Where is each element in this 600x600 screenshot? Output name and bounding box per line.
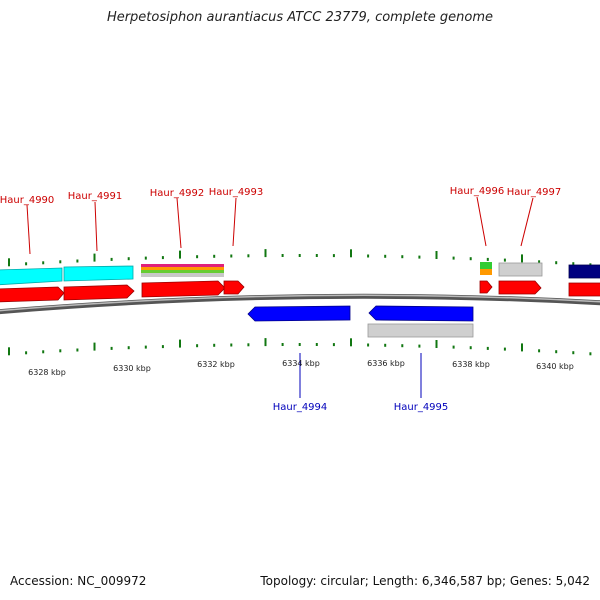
gene-label-haur-4996: Haur_4996 [450,186,505,197]
label-line-haur-4992 [176,197,182,249]
genome-summary-text: Topology: circular; Length: 6,346,587 bp… [260,574,590,588]
scale-label-6328: 6328 kbp [28,368,66,377]
gene-arrow-haur-4991 [63,284,135,301]
cog-block-cyan-1 [0,267,63,286]
tick-row-top [8,249,592,267]
scale-label-6338: 6338 kbp [452,360,490,369]
label-line-haur-4997 [520,197,534,247]
gene-label-haur-4992: Haur_4992 [150,188,205,199]
tick-row-bottom [8,338,592,356]
gene-label-haur-4993: Haur_4993 [209,187,264,198]
gene-arrow-haur-4992 [141,280,226,298]
cog-block-grey-4997 [498,262,543,277]
label-line-haur-4993 [232,197,237,247]
cog-block-orange [141,267,224,270]
cog-block-green [141,270,224,273]
gene-label-haur-4994: Haur_4994 [273,402,328,413]
label-line-haur-4991 [94,201,98,252]
gene-arrow-haur-4993 [223,280,245,295]
label-line-haur-4996 [476,196,487,247]
cog-block-small-green [480,262,492,269]
gene-arrow-haur-4990 [0,286,65,303]
scale-label-6330: 6330 kbp [113,364,151,373]
genome-backbone [0,293,600,315]
scale-label-6332: 6332 kbp [197,360,235,369]
gene-arrow-haur-4997 [498,280,542,295]
cog-block-grey-4995 [367,323,474,338]
gene-arrow-offscreen [568,282,600,297]
scale-label-6334: 6334 kbp [282,359,320,368]
cog-block-small-orange [480,269,492,275]
scale-label-6336: 6336 kbp [367,359,405,368]
gene-arrow-haur-4994 [247,305,351,322]
gene-arrow-haur-4996 [479,280,493,294]
cog-block-grey [141,273,224,277]
gene-label-haur-4997: Haur_4997 [507,187,562,198]
map-title: Herpetosiphon aurantiacus ATCC 23779, co… [106,10,494,25]
cog-block-navy [568,264,600,279]
label-line-haur-4990 [26,204,31,255]
gene-arrow-haur-4995 [368,305,474,322]
accession-text: Accession: NC_009972 [10,574,147,588]
scale-label-6340: 6340 kbp [536,362,574,371]
gene-label-haur-4995: Haur_4995 [394,402,449,413]
cog-block-magenta [141,264,224,267]
genome-backbone-highlight [0,294,600,312]
gene-label-haur-4991: Haur_4991 [68,191,123,202]
gene-label-haur-4990: Haur_4990 [0,195,54,206]
cog-block-cyan-2 [63,265,134,282]
